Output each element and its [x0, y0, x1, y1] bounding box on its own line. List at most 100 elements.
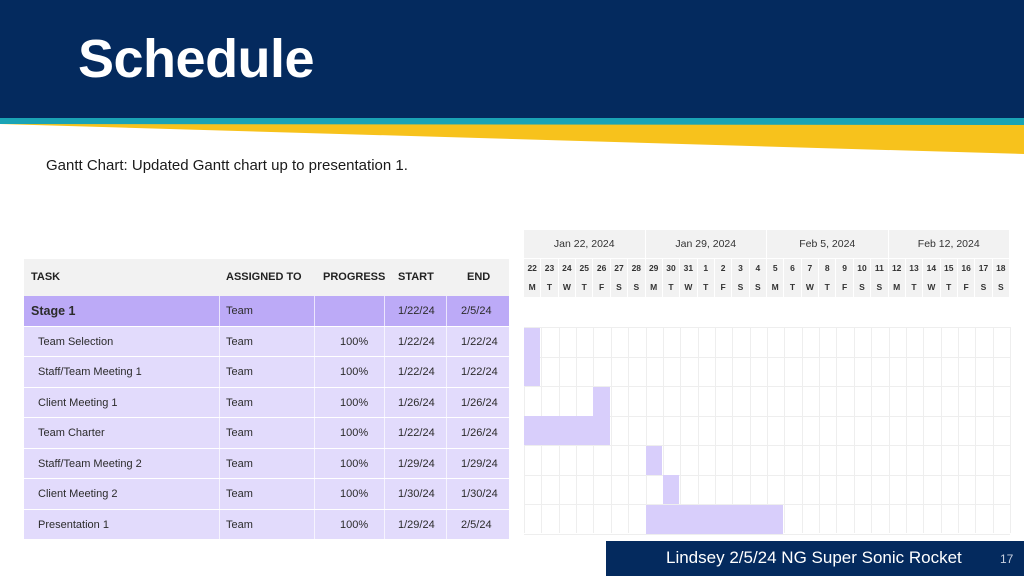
grid-hline [524, 533, 1010, 535]
day-number: 22 [524, 259, 542, 278]
day-number: 14 [923, 259, 941, 278]
column-divider [219, 509, 220, 539]
column-divider [314, 387, 315, 417]
cell-end: 1/29/24 [461, 457, 498, 470]
day-number: 7 [802, 259, 820, 278]
table-header: TASK ASSIGNED TO PROGRESS START END [24, 259, 509, 296]
cell-end: 1/22/24 [461, 366, 498, 378]
weekday-letter: W [923, 278, 941, 297]
day-number: 26 [593, 259, 611, 278]
grid-hline [524, 445, 1010, 446]
table-row: Staff/Team Meeting 1 Team 100% 1/22/24 1/22/… [24, 357, 509, 388]
weekday-letter: F [836, 278, 854, 297]
grid-vline [732, 327, 734, 533]
column-divider [384, 509, 385, 539]
week-label: Feb 12, 2024 [889, 230, 1010, 258]
column-divider [446, 509, 447, 539]
column-divider [446, 418, 447, 448]
table-row: Client Meeting 2 Team 100% 1/30/24 1/30/24 [24, 479, 509, 510]
cell-end: 1/26/24 [461, 427, 498, 439]
table-body: Stage 1 Team 1/22/24 2/5/24 Team Selection Te… [24, 296, 509, 540]
weekday-letter: T [541, 278, 559, 297]
day-number: 27 [611, 259, 629, 278]
cell-end: 1/30/24 [461, 488, 498, 500]
cell-assigned: Team [226, 457, 253, 470]
cell-start: 1/22/24 [398, 427, 435, 439]
weekday-letter: F [593, 278, 611, 297]
column-divider [384, 357, 385, 387]
gantt-day-header: 22 23 24 25 26 27 28 29 30 31 1 2 3 4 5 6 7 8 9 10 11 12 13 14 1… [524, 259, 1010, 278]
day-number: 12 [889, 259, 906, 278]
weekday-letter: S [732, 278, 750, 297]
column-divider [384, 387, 385, 417]
day-number: 4 [750, 259, 767, 278]
cell-start: 1/22/24 [398, 366, 435, 378]
column-divider [219, 387, 220, 417]
cell-end: 1/22/24 [461, 335, 498, 348]
weekday-letter: T [784, 278, 802, 297]
weekday-letter: S [854, 278, 872, 297]
cell-start: 1/22/24 [398, 305, 435, 317]
table-row: Team Charter Team 100% 1/22/24 1/26/24 [24, 418, 509, 449]
day-number: 2 [715, 259, 733, 278]
weekday-letter: S [975, 278, 993, 297]
column-divider [219, 326, 220, 356]
day-number: 11 [871, 259, 889, 278]
header-start: START [398, 271, 434, 283]
weekday-letter: T [698, 278, 715, 297]
weekday-letter: M [524, 278, 542, 297]
weekday-letter: S [871, 278, 889, 297]
weekday-letter: T [663, 278, 681, 297]
cell-assigned: Team [226, 427, 253, 439]
column-divider [219, 479, 220, 509]
column-divider [446, 448, 447, 478]
weekday-letter: M [767, 278, 785, 297]
column-divider [384, 296, 385, 326]
gantt-grid [524, 327, 1011, 535]
grid-vline [801, 327, 803, 533]
grid-hline [524, 415, 1010, 417]
weekday-letter: T [576, 278, 594, 297]
accent-stripes [0, 118, 1024, 154]
cell-progress: 100% [340, 427, 369, 439]
column-divider [219, 357, 220, 387]
day-number: 24 [559, 259, 577, 278]
grid-vline [957, 327, 959, 533]
cell-assigned: Team [226, 488, 253, 500]
day-number: 18 [993, 259, 1010, 278]
grid-vline [819, 327, 821, 533]
table-row: Team Selection Team 100% 1/22/24 1/22/24 [24, 326, 509, 357]
grid-vline [697, 327, 699, 533]
column-divider [219, 418, 220, 448]
cell-end: 2/5/24 [461, 305, 492, 317]
column-divider [384, 418, 385, 448]
cell-assigned: Team [226, 518, 253, 531]
header-end: END [467, 271, 491, 283]
day-number: 16 [958, 259, 976, 278]
cell-task: Stage 1 [31, 304, 76, 318]
gantt-week-header: Jan 22, 2024 Jan 29, 2024 Feb 5, 2024 Feb 1… [524, 230, 1010, 258]
grid-hline [524, 474, 1010, 476]
gantt-bar [645, 445, 662, 475]
weekday-letter: F [715, 278, 733, 297]
cell-start: 1/26/24 [398, 396, 435, 409]
footer-bar: Lindsey 2/5/24 NG Super Sonic Rocket 17 [606, 541, 1024, 576]
stage-row: Stage 1 Team 1/22/24 2/5/24 [24, 296, 509, 327]
cell-assigned: Team [226, 335, 253, 348]
cell-start: 1/29/24 [398, 518, 435, 531]
column-divider [219, 448, 220, 478]
page-number: 17 [1000, 552, 1014, 566]
column-divider [446, 357, 447, 387]
weekday-letter: T [906, 278, 924, 297]
cell-task: Presentation 1 [38, 518, 109, 531]
day-number: 25 [576, 259, 594, 278]
cell-progress: 100% [340, 457, 369, 470]
day-number: 28 [628, 259, 646, 278]
cell-task: Client Meeting 1 [38, 396, 118, 409]
cell-task: Team Selection [38, 335, 114, 348]
grid-vline [645, 327, 647, 533]
grid-vline [628, 327, 630, 533]
column-divider [384, 448, 385, 478]
weekday-letter: W [680, 278, 698, 297]
cell-progress: 100% [340, 396, 369, 409]
